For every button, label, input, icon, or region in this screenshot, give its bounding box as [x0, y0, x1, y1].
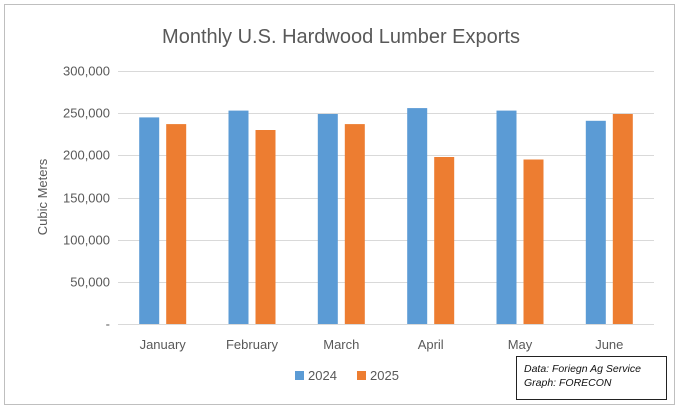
legend: 2024 2025 [295, 368, 399, 383]
source-note: Data: Foriegn Ag Service Graph: FORECON [516, 356, 667, 400]
x-tick-label: June [595, 337, 623, 352]
x-tick-label: January [140, 337, 187, 352]
y-tick-label: 300,000 [63, 64, 110, 79]
bar-2025-february [255, 130, 276, 324]
legend-swatch-2024 [295, 371, 304, 380]
bar-2025-may [523, 159, 544, 324]
y-axis-ticks: - 50,000 100,000 150,000 200,000 250,000 300,0… [63, 64, 110, 332]
bar-2025-june [612, 114, 633, 324]
bar-2024-february [228, 110, 249, 324]
x-tick-label: May [508, 337, 533, 352]
y-tick-label: - [106, 317, 110, 332]
bar-2024-march [317, 114, 338, 324]
bar-2024-april [407, 108, 428, 324]
bar-2025-january [166, 124, 187, 324]
y-axis-label: Cubic Meters [35, 158, 50, 235]
x-tick-label: March [323, 337, 359, 352]
bar-2025-march [344, 124, 365, 324]
y-tick-label: 250,000 [63, 106, 110, 121]
bar-2025-april [434, 157, 455, 324]
bars [139, 108, 633, 325]
x-axis-ticks: January February March April May June [140, 337, 624, 352]
bar-2024-january [139, 117, 160, 325]
legend-label-2024: 2024 [308, 368, 337, 383]
y-tick-label: 50,000 [70, 275, 110, 290]
chart-title: Monthly U.S. Hardwood Lumber Exports [162, 26, 520, 48]
source-data-line: Data: Foriegn Ag Service [524, 363, 641, 375]
bar-2024-june [585, 120, 606, 324]
y-tick-label: 100,000 [63, 233, 110, 248]
x-tick-label: April [418, 337, 444, 352]
legend-label-2025: 2025 [370, 368, 399, 383]
bar-2024-may [496, 110, 517, 324]
x-tick-label: February [226, 337, 279, 352]
legend-swatch-2025 [357, 371, 366, 380]
gridlines [118, 71, 654, 325]
source-graph-line: Graph: FORECON [524, 377, 612, 389]
y-tick-label: 150,000 [63, 191, 110, 206]
y-tick-label: 200,000 [63, 148, 110, 163]
